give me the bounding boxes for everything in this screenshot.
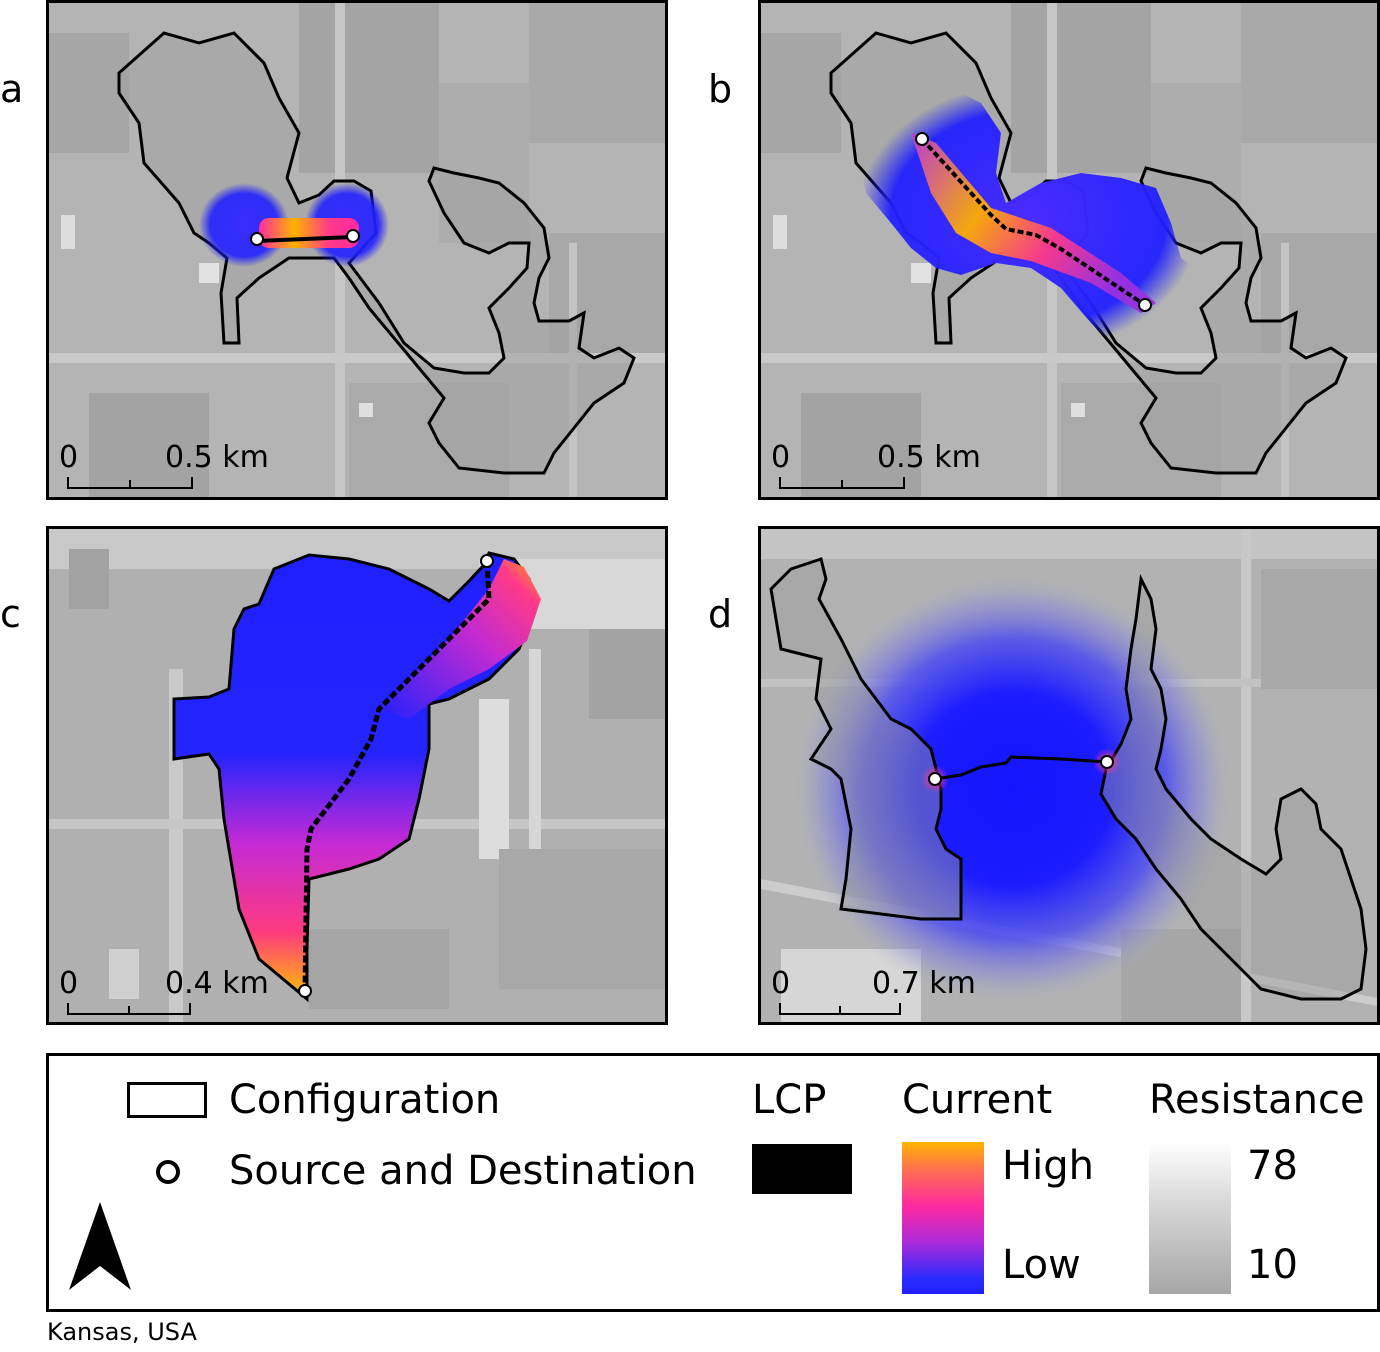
scale-bar xyxy=(779,477,905,489)
scale-max-label: 0.7 km xyxy=(872,969,976,999)
panel-letter-c: c xyxy=(0,592,21,636)
scale-bar xyxy=(779,1003,901,1015)
resistance-title: Resistance xyxy=(1149,1077,1365,1123)
lcp-swatch xyxy=(752,1144,852,1194)
source-point xyxy=(298,984,312,998)
current-low-label: Low xyxy=(1002,1242,1081,1288)
scale-zero-label: 0 xyxy=(771,440,791,475)
scale-unit: km xyxy=(929,966,976,1001)
panel-letter-b: b xyxy=(708,67,733,111)
map-a-graphic xyxy=(49,3,665,497)
current-color-ramp xyxy=(902,1142,984,1294)
scale-max-value: 0.7 xyxy=(872,966,920,1001)
lcp-line xyxy=(256,235,354,243)
scale-mid-tick xyxy=(839,1006,841,1013)
current-high-label: High xyxy=(1002,1143,1094,1189)
configuration-outline xyxy=(769,557,963,921)
scale-mid-tick xyxy=(841,480,843,487)
north-arrow-icon xyxy=(69,1202,131,1290)
resistance-min-label: 10 xyxy=(1247,1242,1298,1288)
map-panel-a: 0 0.5 km xyxy=(46,0,668,500)
scale-mid-tick xyxy=(128,1006,130,1013)
location-caption: Kansas, USA xyxy=(47,1318,197,1346)
current-low-region xyxy=(793,574,1233,1004)
map-d-graphic xyxy=(761,529,1377,1022)
source-point xyxy=(915,132,929,146)
destination-point xyxy=(480,554,494,568)
map-b-graphic xyxy=(761,3,1377,497)
current-title: Current xyxy=(902,1077,1053,1123)
scale-bar xyxy=(67,1003,191,1015)
source-destination-label: Source and Destination xyxy=(229,1148,697,1194)
scale-zero-label: 0 xyxy=(771,966,791,1001)
current-high-band xyxy=(259,218,359,248)
scale-bar xyxy=(67,477,193,489)
configuration-swatch xyxy=(127,1082,207,1118)
lcp-line xyxy=(920,137,1147,307)
panel-letter-a: a xyxy=(0,67,24,111)
resistance-color-ramp xyxy=(1149,1142,1231,1294)
lcp-line xyxy=(302,560,492,992)
map-panel-c: 0 0.4 km xyxy=(46,526,668,1025)
scale-max-label: 0.5 km xyxy=(165,443,269,473)
scale-unit: km xyxy=(222,440,269,475)
source-point xyxy=(250,232,264,246)
scale-unit: km xyxy=(934,440,981,475)
scale-zero-label: 0 xyxy=(59,966,79,1001)
destination-point xyxy=(1100,755,1114,769)
configuration-label: Configuration xyxy=(229,1077,501,1123)
resistance-texture xyxy=(49,3,665,497)
scale-max-label: 0.4 km xyxy=(165,969,269,999)
resistance-max-label: 78 xyxy=(1247,1143,1298,1189)
destination-point xyxy=(1138,298,1152,312)
scale-zero-label: 0 xyxy=(59,440,79,475)
lcp-line xyxy=(934,755,1108,781)
scale-max-value: 0.5 xyxy=(165,440,213,475)
destination-point xyxy=(346,229,360,243)
map-panel-d: 0 0.7 km xyxy=(758,526,1380,1025)
scale-max-value: 0.4 xyxy=(165,966,213,1001)
configuration-outline-east xyxy=(1099,573,1368,1001)
scale-max-value: 0.5 xyxy=(877,440,925,475)
scale-mid-tick xyxy=(129,480,131,487)
map-c-graphic xyxy=(49,529,665,1022)
map-panel-b: 0 0.5 km xyxy=(758,0,1380,500)
scale-unit: km xyxy=(222,966,269,1001)
current-high-band xyxy=(911,133,1156,313)
source-point xyxy=(928,772,942,786)
scale-max-label: 0.5 km xyxy=(877,443,981,473)
current-corridor-band xyxy=(379,559,541,719)
lcp-title: LCP xyxy=(752,1077,827,1123)
map-legend: Configuration Source and Destination LCP… xyxy=(46,1053,1380,1312)
panel-letter-d: d xyxy=(708,592,733,636)
source-destination-icon xyxy=(156,1160,180,1184)
